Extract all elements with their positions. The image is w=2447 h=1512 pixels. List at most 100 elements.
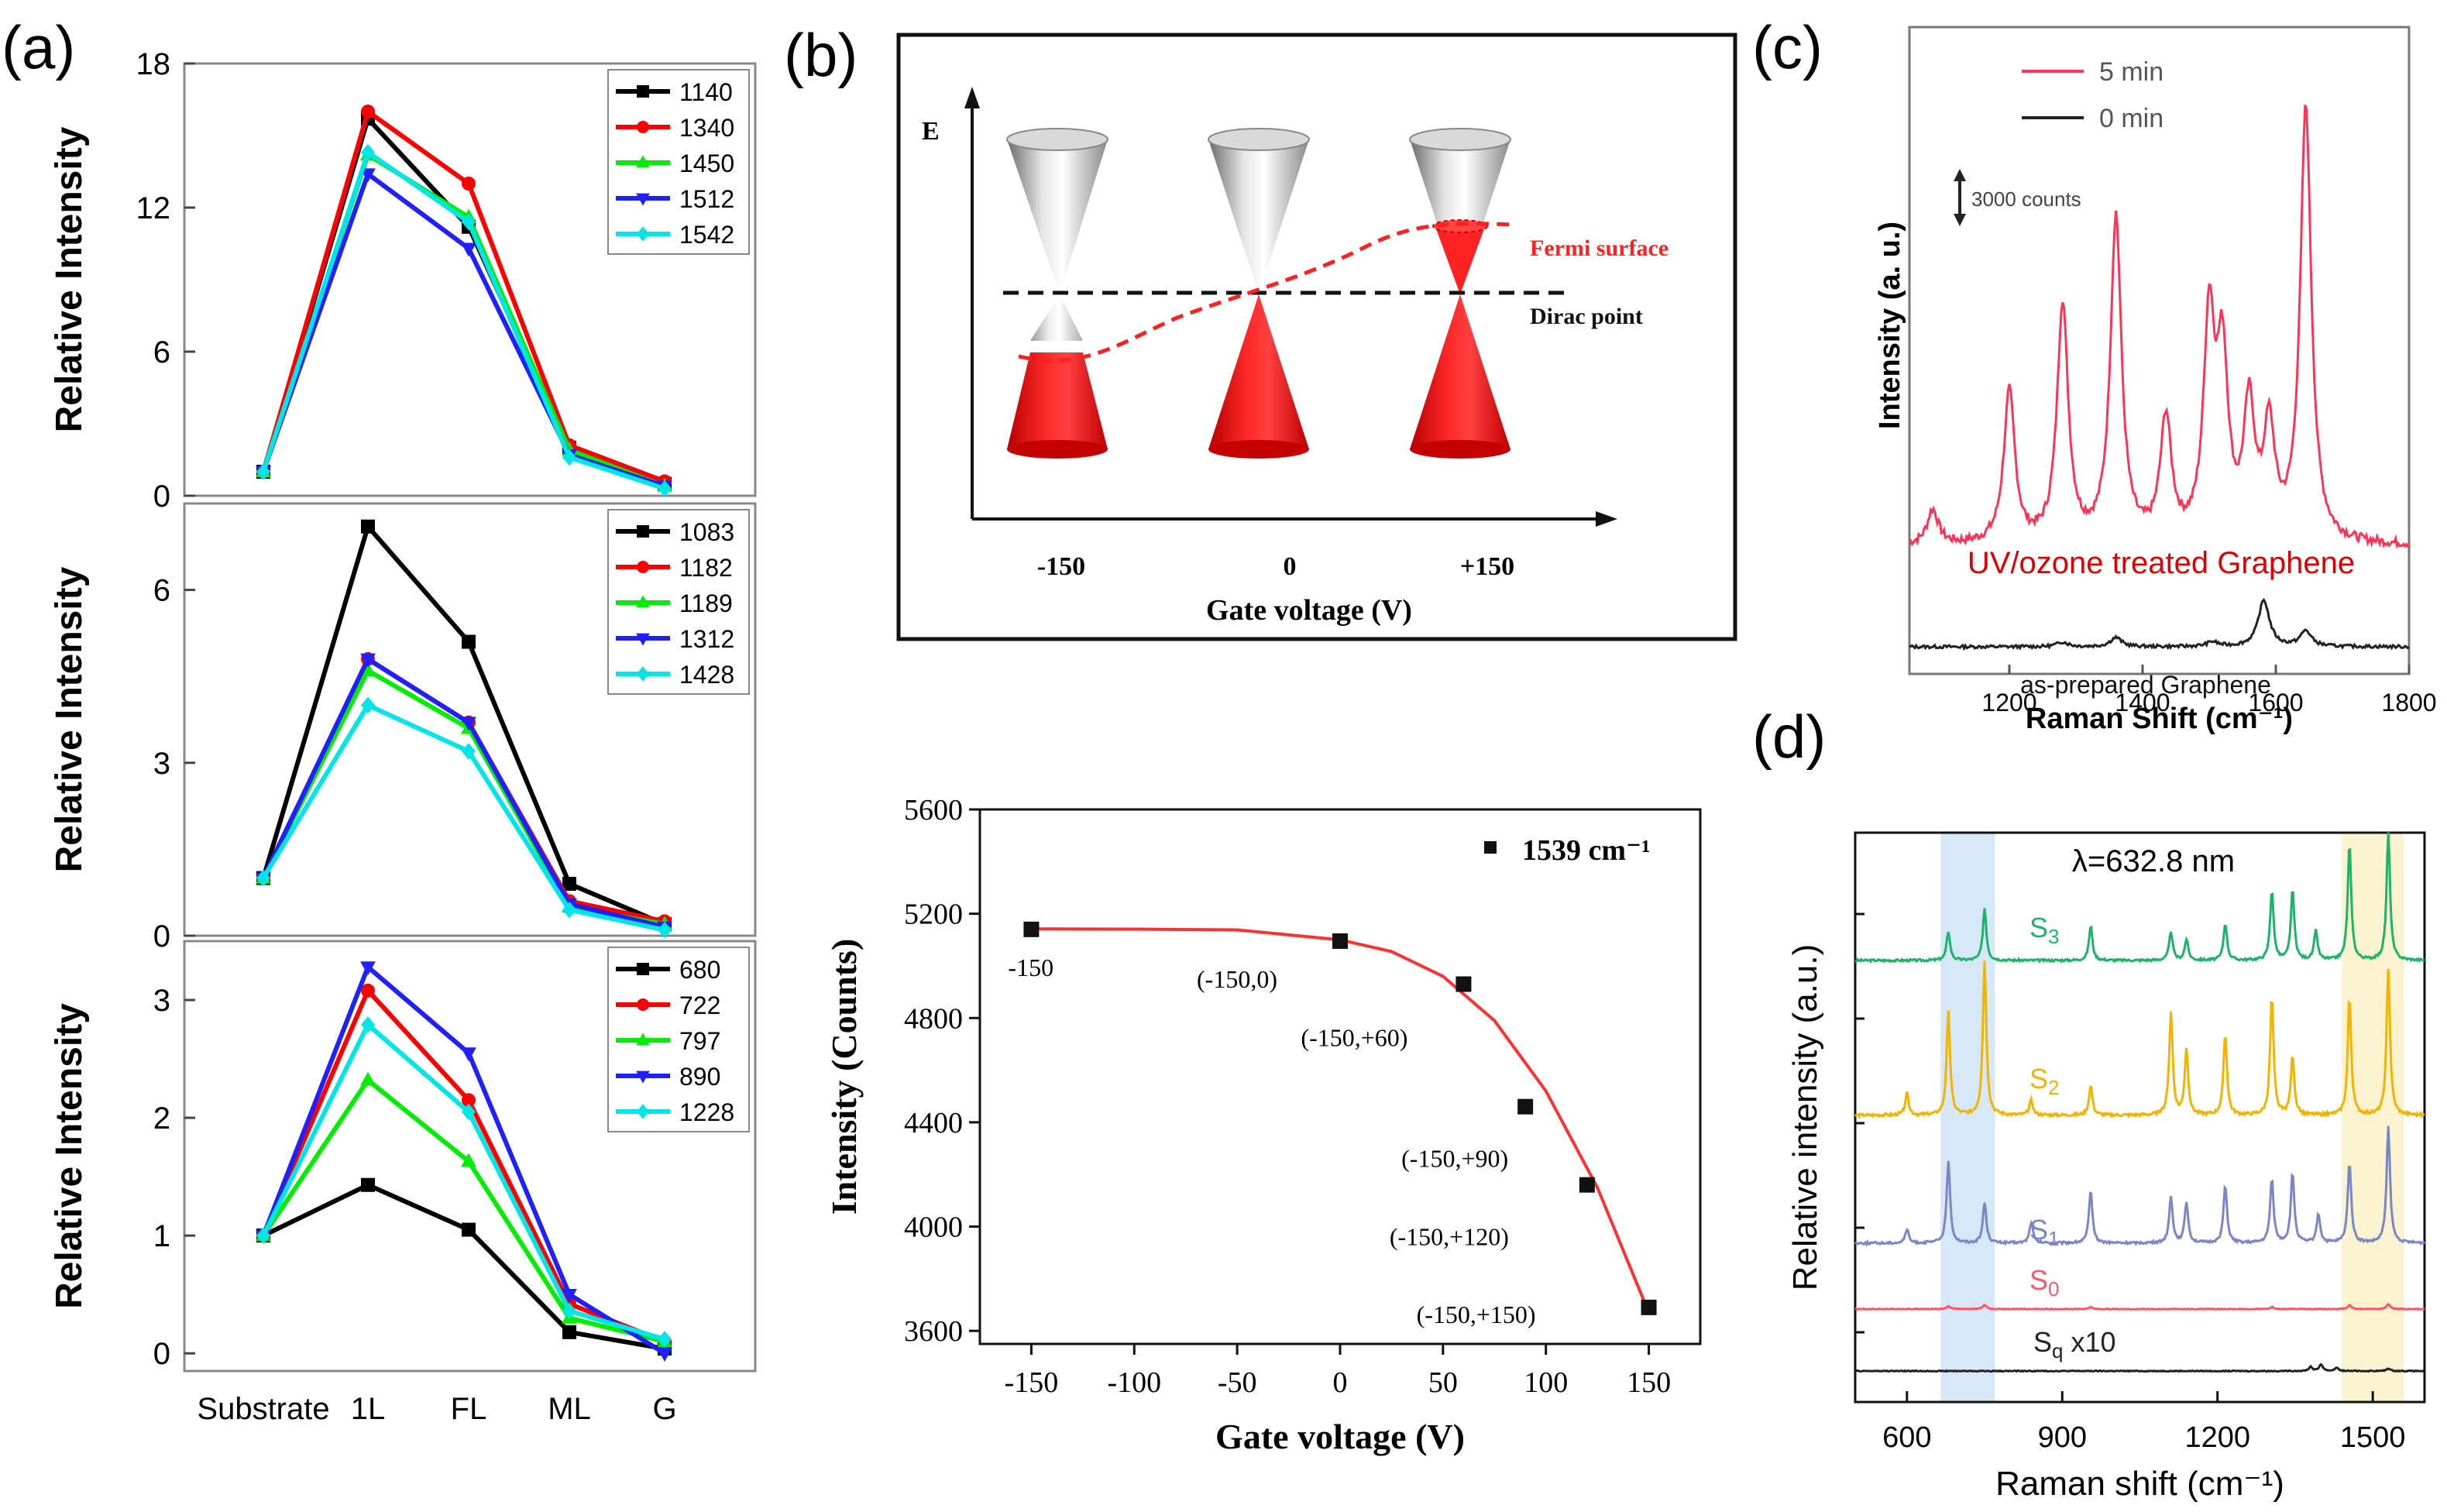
data-point — [361, 519, 375, 534]
legend-label: 1512 — [679, 185, 734, 213]
series-S3-line — [1854, 832, 2425, 964]
x-tick-label: 1400 — [2115, 689, 2170, 716]
upper-cone-rim — [1208, 128, 1310, 151]
highlight-band — [2342, 833, 2404, 1402]
data-point — [360, 1071, 376, 1086]
series-label: S1 — [2029, 1214, 2059, 1250]
data-point — [562, 1288, 577, 1303]
legend-marker — [636, 1033, 650, 1046]
legend-marker — [1484, 841, 1497, 854]
x-axis-label: Gate voltage (V) — [1215, 1417, 1465, 1456]
legend-label: 1083 — [679, 518, 734, 546]
data-point — [462, 1093, 476, 1108]
data-point — [360, 662, 376, 676]
x-tick-label: -100 — [1107, 1366, 1161, 1399]
legend-marker — [636, 193, 650, 206]
diagram-x-arrow — [1596, 511, 1617, 527]
data-point — [1517, 1098, 1534, 1115]
data-point — [562, 901, 576, 919]
legend-label: 1182 — [679, 554, 733, 582]
legend-marker — [637, 998, 649, 1011]
y-tick-label: 3600 — [904, 1315, 963, 1348]
plot-frame — [978, 808, 1702, 1345]
point-label: (-150,+150) — [1417, 1301, 1536, 1328]
dirac-cone-0 — [1208, 128, 1310, 459]
plot-frame — [183, 62, 757, 497]
panel-label-c: (c) — [1752, 13, 1823, 81]
y-axis-label: Relative Intensity — [49, 566, 90, 872]
x-tick-label: FL — [451, 1392, 487, 1426]
y-tick-label: 0 — [153, 1337, 170, 1371]
lower-cone-base — [1410, 440, 1510, 459]
upper-cone — [1208, 139, 1309, 294]
series-label: S2 — [2029, 1063, 2059, 1099]
point-label: (-150,+90) — [1401, 1145, 1508, 1173]
upper-cone-rim — [1409, 128, 1511, 151]
data-point — [360, 168, 376, 183]
panel-label-a: (a) — [2, 13, 75, 81]
lower-cone — [1410, 294, 1510, 449]
lower-cone — [1007, 352, 1108, 449]
data-point — [658, 1331, 672, 1348]
plot-frame — [1908, 26, 2411, 675]
x-tick-label: 1200 — [1981, 689, 2036, 716]
series-label-letter: S — [2029, 1214, 2048, 1246]
plot-frame — [183, 502, 757, 937]
data-point — [256, 463, 270, 480]
data-point — [461, 242, 476, 257]
series-label-letter: S — [2029, 912, 2048, 943]
data-point — [462, 213, 476, 231]
y-tick-label: 3 — [153, 747, 170, 781]
annotation-as-prepared: as-prepared Graphene — [2020, 671, 2271, 699]
data-point — [1455, 976, 1472, 992]
series-label-letter: S — [2029, 1264, 2048, 1296]
point-label: -150 — [1008, 954, 1053, 981]
x-tick-label: 1600 — [2248, 689, 2303, 716]
dirac-point-label: Dirac point — [1530, 304, 1643, 329]
x-tick-label: -50 — [1218, 1366, 1257, 1399]
legend-label: 680 — [679, 956, 720, 984]
data-point — [462, 1222, 476, 1237]
series-S1-line — [1854, 1125, 2426, 1247]
legend-marker — [637, 85, 649, 98]
x-tick-label: 600 — [1882, 1421, 1931, 1454]
y-tick-label: 1 — [153, 1219, 170, 1253]
legend-marker — [636, 633, 650, 646]
y-axis-label: Relative Intensity — [49, 1003, 90, 1309]
x-tick-label: 150 — [1627, 1366, 1671, 1399]
x-tick-label: G — [652, 1392, 676, 1426]
data-point — [1641, 1299, 1657, 1315]
legend-label: 1228 — [679, 1098, 734, 1126]
data-point — [462, 177, 476, 191]
series-1428 — [256, 696, 672, 939]
series-line — [261, 655, 665, 930]
upper-cone-lower-part — [1030, 294, 1083, 341]
diagram-tick-0: 0 — [1284, 552, 1297, 581]
series-Sq-x10-line — [1854, 1363, 2425, 1373]
upper-cone-filled — [1435, 225, 1486, 294]
legend-label: 1539 cm⁻¹ — [1522, 834, 1650, 867]
legend-label: 1189 — [679, 589, 733, 617]
scale-bar-arrow-up — [1954, 169, 1966, 181]
series-line — [261, 667, 665, 927]
data-point — [462, 634, 476, 649]
y-tick-label: 5600 — [904, 794, 963, 826]
data-point — [360, 961, 376, 976]
y-tick-label: 0 — [153, 479, 170, 514]
legend-marker — [637, 525, 649, 538]
series-label: Sq x10 — [2033, 1326, 2116, 1363]
series-label-suffix: x10 — [2063, 1326, 2115, 1358]
series-1228 — [256, 1016, 672, 1348]
annotation-uv-ozone: UV/ozone treated Graphene — [1968, 546, 2355, 580]
y-axis-label: Relative intensity (a.u.) — [1786, 944, 1824, 1291]
series-5min-line — [1909, 105, 2411, 549]
legend-label: 1340 — [679, 114, 734, 142]
panel-a-middle-chart: 0 3 6 Relative Intensity 1083 1182 1189 1312 142… — [49, 502, 757, 954]
y-tick-label: 0 — [153, 919, 170, 954]
legend-marker — [637, 121, 649, 133]
legend-label: 1428 — [679, 661, 734, 689]
series-label-subscript: q — [2052, 1339, 2063, 1363]
x-axis-label: Raman Shift (cm⁻¹) — [2026, 703, 2293, 735]
